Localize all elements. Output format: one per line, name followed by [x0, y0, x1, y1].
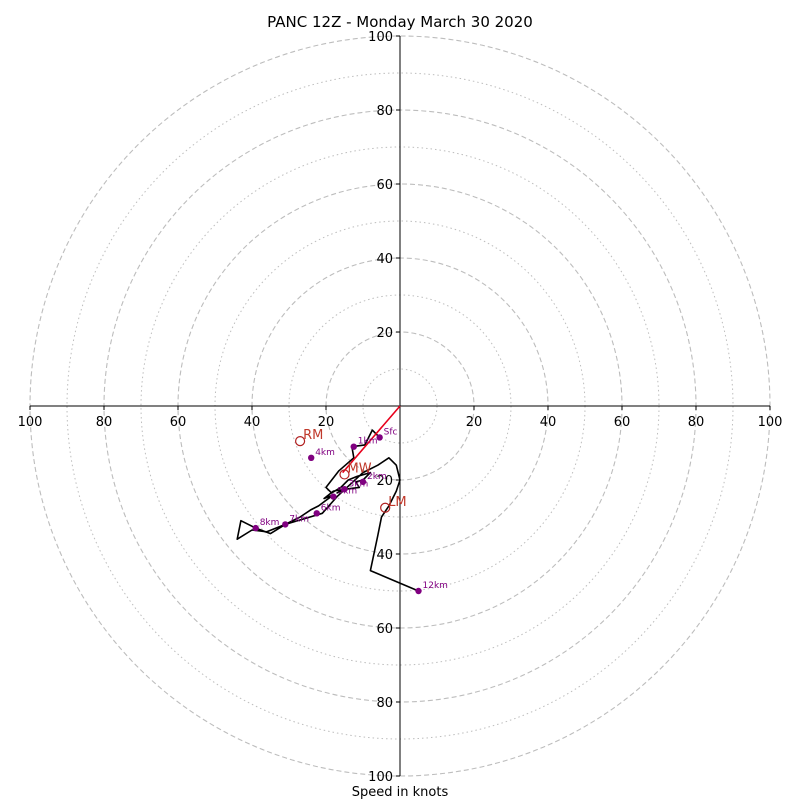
x-tick-label: 100: [758, 415, 783, 430]
height-label: 1km: [358, 437, 378, 447]
height-label: Sfc: [384, 427, 398, 437]
storm-motion-label: MW: [348, 461, 372, 476]
x-tick-label: 20: [466, 415, 483, 430]
storm-motion-label: RM: [303, 428, 323, 443]
height-marker: [313, 510, 320, 517]
storm-motion-marker: [295, 436, 306, 447]
height-marker: [350, 443, 357, 450]
height-label: 5km: [337, 487, 357, 497]
height-label: 4km: [315, 448, 335, 458]
storm-motion-marker: [380, 502, 391, 513]
height-label: 3km: [349, 479, 369, 489]
x-tick-label: 80: [96, 415, 113, 430]
y-tick-label: 20: [376, 474, 393, 489]
storm-motion-label: LM: [388, 495, 406, 510]
height-label: 7km: [289, 514, 309, 524]
height-marker: [308, 454, 315, 461]
y-tick-label: 60: [376, 178, 393, 193]
y-tick-label: 80: [376, 696, 393, 711]
bunkers-motion-line: [342, 405, 401, 474]
height-marker: [282, 521, 289, 528]
height-marker: [341, 486, 348, 493]
chart-title: PANC 12Z - Monday March 30 2020: [267, 13, 533, 31]
y-tick-label: 20: [376, 326, 393, 341]
height-label: 6km: [321, 503, 341, 513]
height-label: 2km: [367, 472, 387, 482]
y-tick-label: 40: [376, 252, 393, 267]
x-tick-label: 40: [244, 415, 261, 430]
height-marker: [415, 587, 422, 595]
height-marker: [359, 478, 367, 486]
y-tick-label: 60: [376, 622, 393, 637]
x-tick-label: 60: [614, 415, 631, 430]
x-tick-label: 60: [170, 415, 187, 430]
x-tick-label: 100: [18, 415, 43, 430]
y-tick-label: 100: [368, 30, 393, 45]
height-marker: [252, 524, 259, 532]
height-marker: [330, 493, 337, 500]
height-marker: [376, 434, 383, 441]
height-label: 8km: [260, 518, 280, 528]
hodograph-trace: [236, 429, 419, 592]
x-axis-label: Speed in knots: [352, 785, 449, 800]
y-tick-label: 80: [376, 104, 393, 119]
storm-motion-marker: [339, 469, 350, 480]
height-label: 12km: [423, 581, 448, 591]
x-tick-label: 20: [318, 415, 335, 430]
x-tick-label: 40: [540, 415, 557, 430]
y-tick-label: 40: [376, 548, 393, 563]
y-tick-label: 100: [368, 770, 393, 785]
tick-labels: 100 80 60 40 20 20 40 60 80 100 100 80 60 40 20 20 40 60 8…: [18, 30, 783, 785]
x-tick-label: 80: [688, 415, 705, 430]
